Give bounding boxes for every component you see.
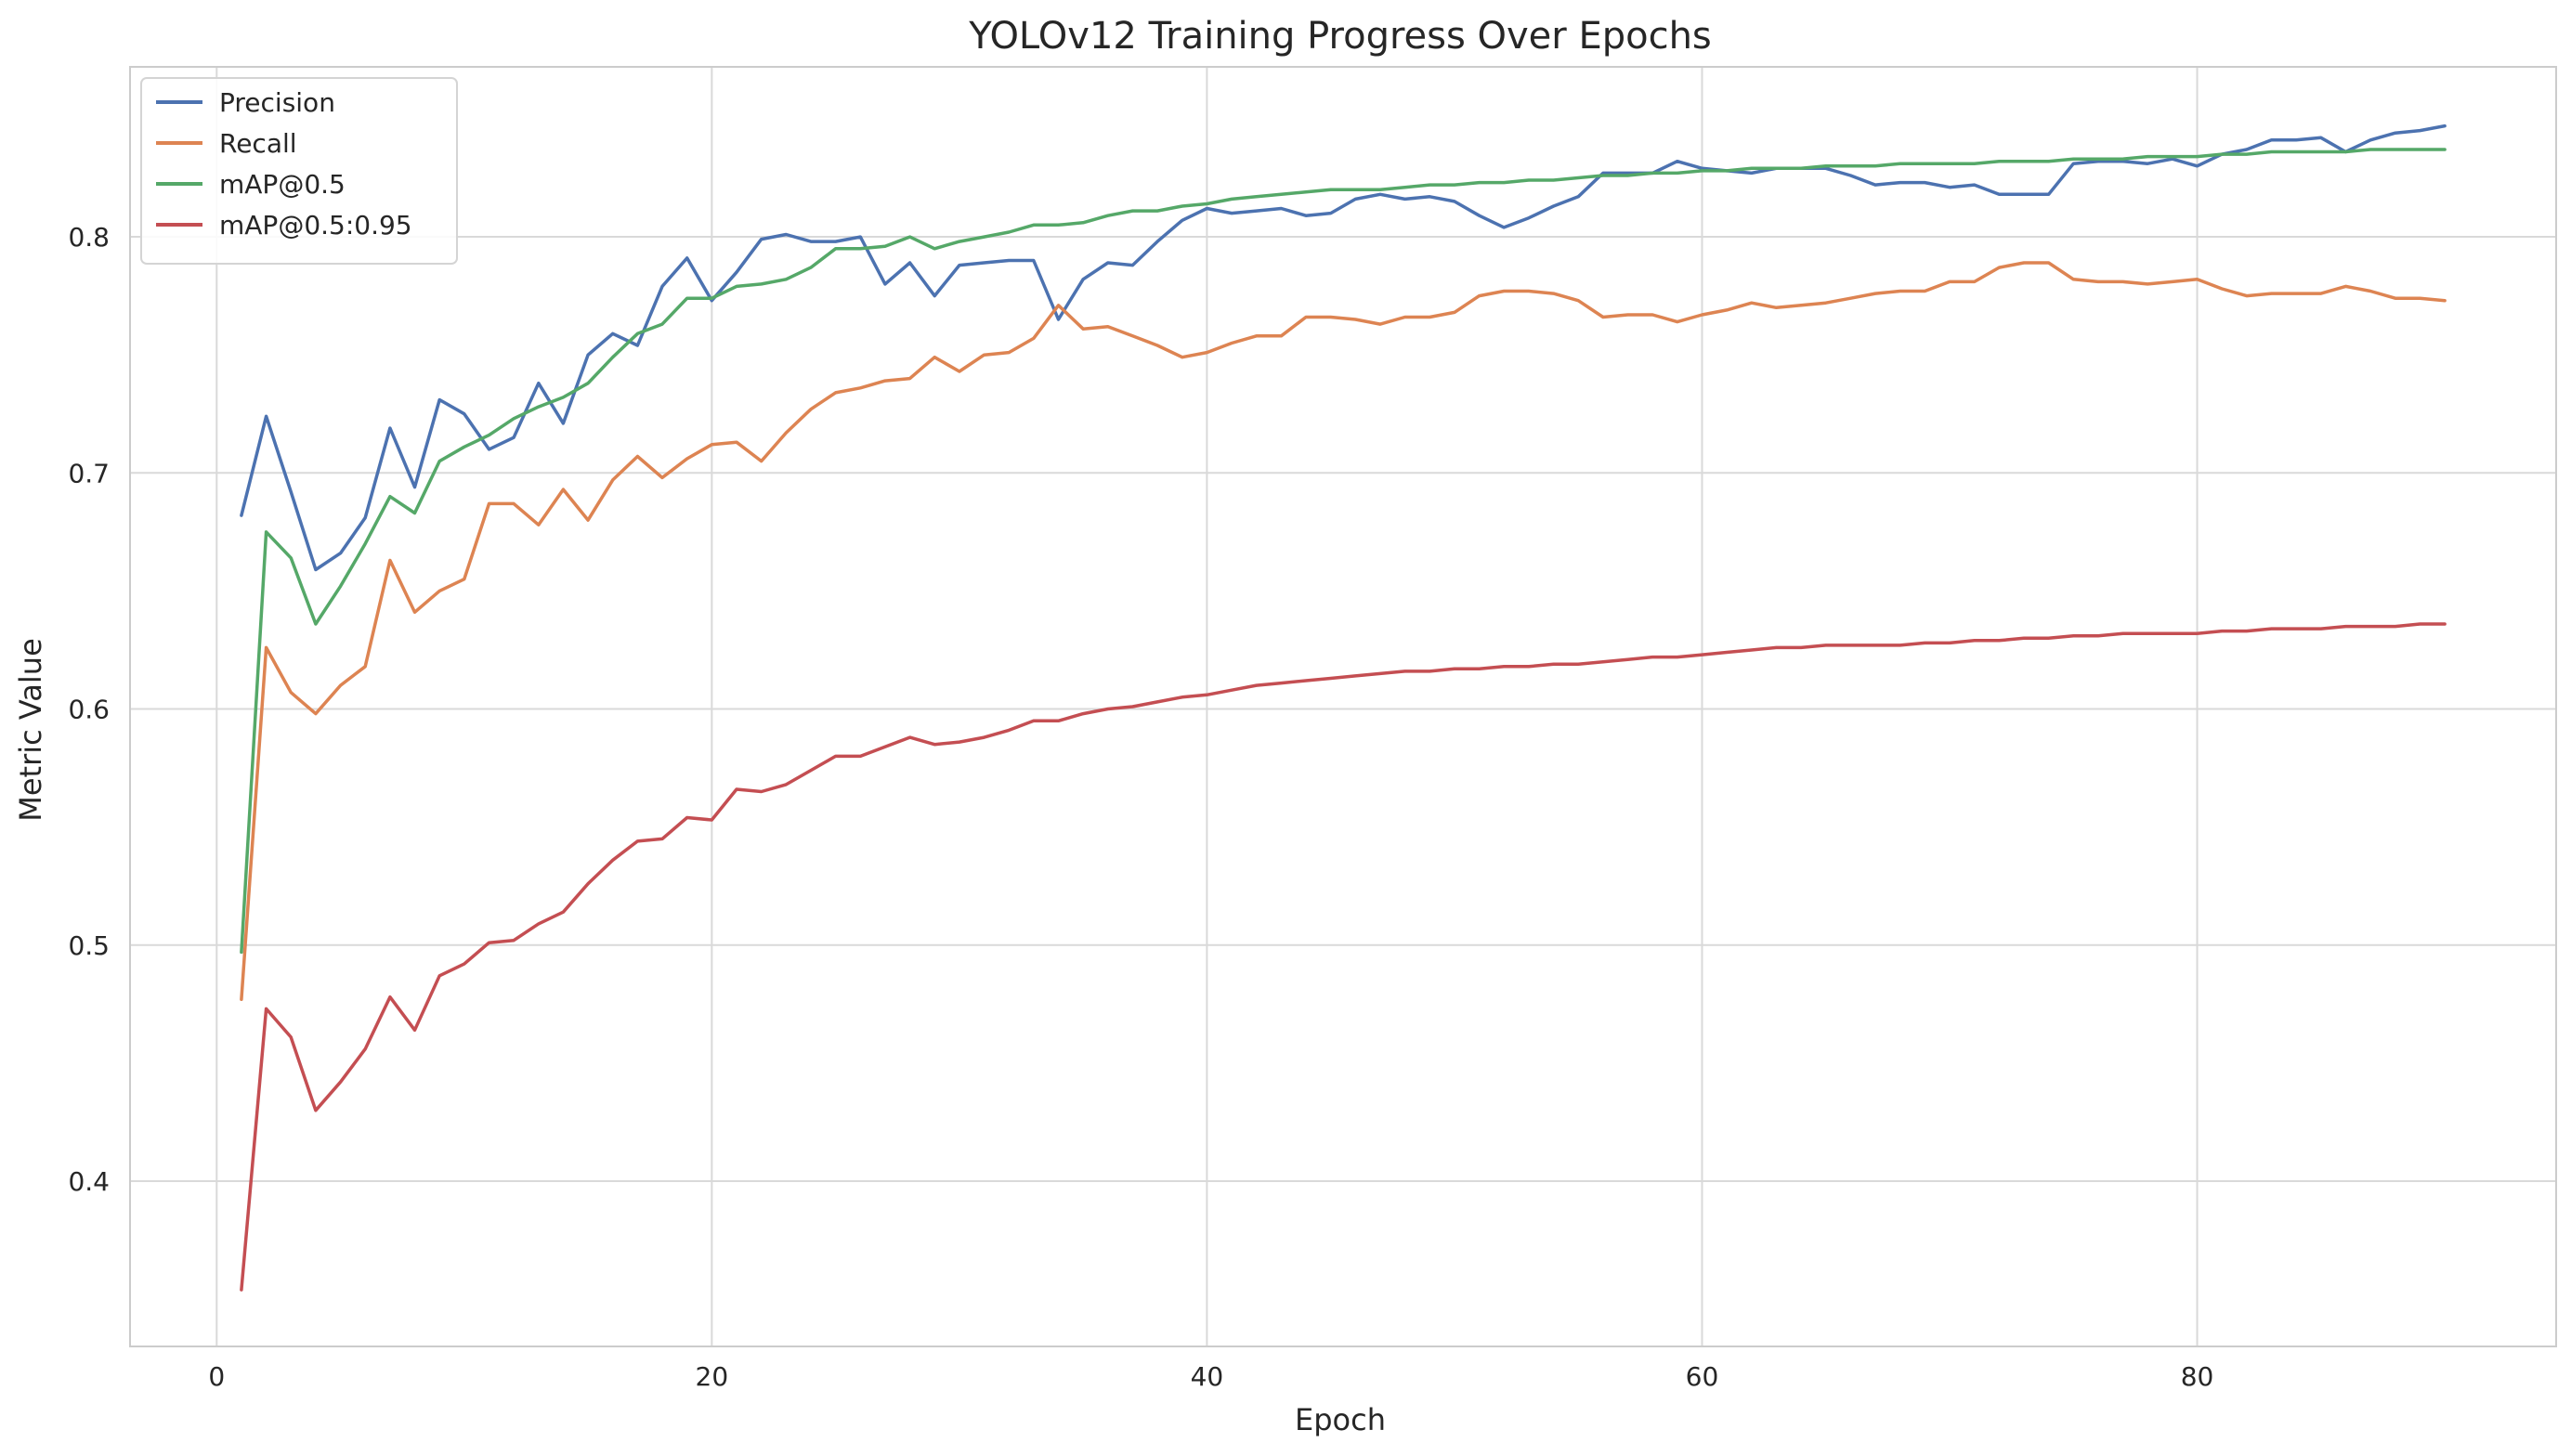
x-axis-label: Epoch bbox=[1295, 1402, 1386, 1437]
series-line-0 bbox=[240, 124, 2447, 572]
series-line-3 bbox=[240, 622, 2447, 1292]
chart-title: YOLOv12 Training Progress Over Epochs bbox=[968, 15, 1712, 58]
x-tick-label: 80 bbox=[2181, 1361, 2214, 1392]
legend-label: mAP@0.5:0.95 bbox=[219, 210, 412, 240]
plot-area bbox=[129, 66, 2557, 1347]
legend-label: Precision bbox=[219, 87, 335, 118]
x-tick-label: 20 bbox=[696, 1361, 729, 1392]
y-tick-label: 0.7 bbox=[68, 458, 110, 488]
series-lines bbox=[240, 124, 2447, 1292]
y-tick-label: 0.8 bbox=[68, 222, 110, 253]
legend: Precision Recall mAP@0.5 mAP@0.5:0.95 bbox=[140, 77, 458, 265]
series-line-1 bbox=[240, 261, 2447, 1002]
grid-lines bbox=[130, 67, 2556, 1346]
y-axis-ticks: 0.4 0.5 0.6 0.7 0.8 bbox=[68, 222, 110, 1197]
y-tick-label: 0.4 bbox=[68, 1166, 110, 1197]
y-axis-label: Metric Value bbox=[13, 638, 48, 822]
legend-box bbox=[140, 77, 458, 265]
x-tick-label: 0 bbox=[208, 1361, 225, 1392]
legend-label: mAP@0.5 bbox=[219, 169, 346, 200]
legend-label: Recall bbox=[219, 128, 297, 159]
x-axis-ticks: 0 20 40 60 80 bbox=[208, 1361, 2213, 1392]
y-tick-label: 0.5 bbox=[68, 930, 110, 961]
plot-background bbox=[130, 67, 2556, 1346]
plot-frame bbox=[129, 66, 2557, 1347]
series-line-2 bbox=[240, 148, 2447, 955]
x-tick-label: 40 bbox=[1191, 1361, 1224, 1392]
x-tick-label: 60 bbox=[1686, 1361, 1719, 1392]
y-tick-label: 0.6 bbox=[68, 695, 110, 725]
